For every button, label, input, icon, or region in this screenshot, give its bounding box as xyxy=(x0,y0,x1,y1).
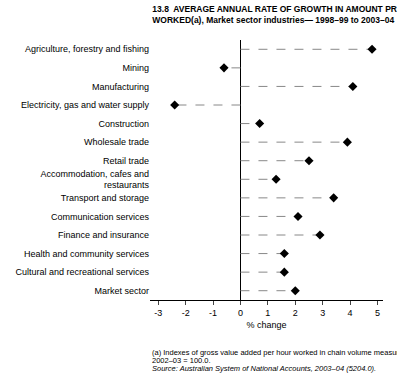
svg-text:13.8 AVERAGE ANNUAL RATE OF G: 13.8 AVERAGE ANNUAL RATE OF GROWTH IN AM… xyxy=(152,4,397,25)
svg-text:Finance and insurance: Finance and insurance xyxy=(58,230,149,240)
svg-text:Manufacturing: Manufacturing xyxy=(92,82,149,92)
svg-text:5: 5 xyxy=(375,308,380,318)
svg-text:-2: -2 xyxy=(182,308,190,318)
svg-text:Retail trade: Retail trade xyxy=(103,156,149,166)
svg-text:2: 2 xyxy=(293,308,298,318)
svg-text:% change: % change xyxy=(246,320,286,330)
svg-text:0: 0 xyxy=(238,308,243,318)
svg-text:Cultural and recreational serv: Cultural and recreational services xyxy=(15,267,149,277)
svg-text:Market sector: Market sector xyxy=(94,286,149,296)
svg-text:Construction: Construction xyxy=(98,119,149,129)
svg-text:Agriculture, forestry and fish: Agriculture, forestry and fishing xyxy=(25,44,149,54)
svg-text:-3: -3 xyxy=(154,308,162,318)
svg-text:-1: -1 xyxy=(209,308,217,318)
svg-text:3: 3 xyxy=(320,308,325,318)
svg-text:4: 4 xyxy=(348,308,353,318)
svg-text:Health and community services: Health and community services xyxy=(24,249,150,259)
svg-text:(a) Indexes of gross value add: (a) Indexes of gross value added per hou… xyxy=(152,348,397,357)
svg-text:Communication services: Communication services xyxy=(51,212,150,222)
svg-text:Accommodation, cafes andrestau: Accommodation, cafes andrestaurants xyxy=(40,169,149,191)
svg-text:2002–03 = 100.0.: 2002–03 = 100.0. xyxy=(152,356,211,365)
svg-text:Electricity, gas and water sup: Electricity, gas and water supply xyxy=(21,100,149,110)
svg-text:1: 1 xyxy=(265,308,270,318)
svg-text:Mining: Mining xyxy=(122,63,149,73)
svg-text:Wholesale trade: Wholesale trade xyxy=(84,137,149,147)
svg-text:Transport and storage: Transport and storage xyxy=(61,193,149,203)
svg-text:Source: Australian System of N: Source: Australian System of National Ac… xyxy=(152,364,376,373)
